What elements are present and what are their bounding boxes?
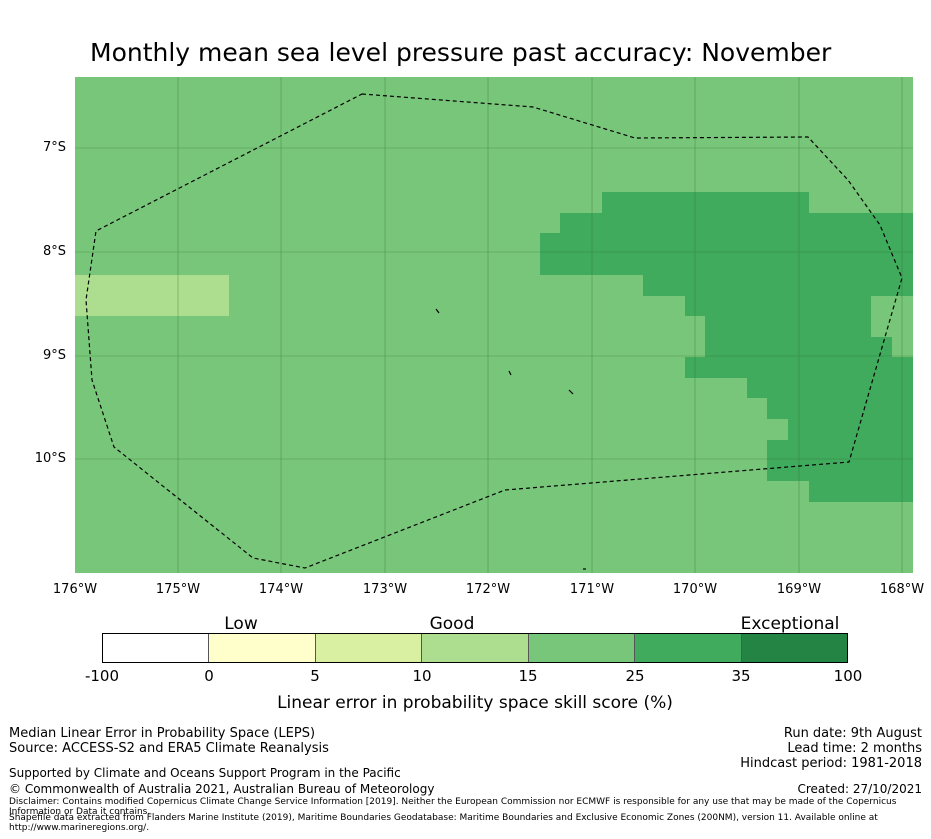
lead-time: Lead time: 2 months	[787, 741, 922, 756]
island	[568, 389, 574, 395]
run-date: Run date: 9th August	[783, 726, 922, 741]
lon-label: 171°W	[569, 582, 615, 597]
colorbar-tick: 35	[731, 667, 751, 685]
colorbar-segment	[528, 634, 636, 662]
colorbar-tick: 5	[310, 667, 320, 685]
lon-label: 173°W	[362, 582, 408, 597]
skill-patch-light-east	[871, 296, 892, 316]
legend-category-low: Low	[224, 614, 258, 634]
skill-region-exceptional	[540, 192, 913, 502]
lon-label: 172°W	[465, 582, 511, 597]
colorbar-tick: 0	[204, 667, 214, 685]
footer-copyright: © Commonwealth of Australia 2021, Austra…	[9, 782, 435, 796]
lon-label: 175°W	[155, 582, 201, 597]
lat-label: 7°S	[42, 140, 66, 155]
legend-category-exceptional: Exceptional	[740, 614, 840, 634]
colorbar	[102, 633, 848, 663]
islands	[435, 308, 586, 570]
gridlines	[75, 77, 913, 573]
colorbar-tick: 15	[518, 667, 538, 685]
colorbar-segment	[315, 634, 423, 662]
lon-label: 170°W	[672, 582, 718, 597]
skill-map	[75, 77, 913, 573]
colorbar-segment	[422, 634, 529, 662]
skill-patch-light	[75, 275, 229, 316]
colorbar-segment	[209, 634, 316, 662]
footer-support: Supported by Climate and Oceans Support …	[9, 766, 401, 780]
lon-label: 169°W	[776, 582, 822, 597]
island	[435, 308, 440, 314]
colorbar-tick: 100	[833, 667, 863, 685]
lat-label: 10°S	[34, 451, 66, 466]
colorbar-segment	[103, 634, 210, 662]
footer-disclaimer: Disclaimer: Contains modified Copernicus…	[9, 797, 897, 817]
created-date: Created: 27/10/2021	[797, 782, 922, 796]
footer-shapefile: Shapefile data extracted from Flanders M…	[9, 813, 878, 833]
colorbar-tick: -100	[84, 667, 120, 685]
eez-boundary	[85, 93, 903, 569]
colorbar-label: Linear error in probability space skill …	[277, 693, 673, 713]
hindcast-period: Hindcast period: 1981-2018	[740, 756, 922, 771]
colorbar-segment	[635, 634, 742, 662]
lon-label: 174°W	[258, 582, 304, 597]
lat-label: 9°S	[42, 348, 66, 363]
footer-source: Source: ACCESS-S2 and ERA5 Climate Reana…	[9, 741, 329, 756]
legend-category-good: Good	[429, 614, 475, 634]
lon-label: 176°W	[52, 582, 98, 597]
lat-label: 8°S	[42, 244, 66, 259]
colorbar-tick: 25	[625, 667, 645, 685]
island	[508, 370, 512, 376]
page-title: Monthly mean sea level pressure past acc…	[90, 38, 832, 67]
colorbar-tick: 10	[412, 667, 432, 685]
lon-label: 168°W	[879, 582, 925, 597]
colorbar-segment	[741, 634, 847, 662]
footer-method: Median Linear Error in Probability Space…	[9, 726, 316, 741]
